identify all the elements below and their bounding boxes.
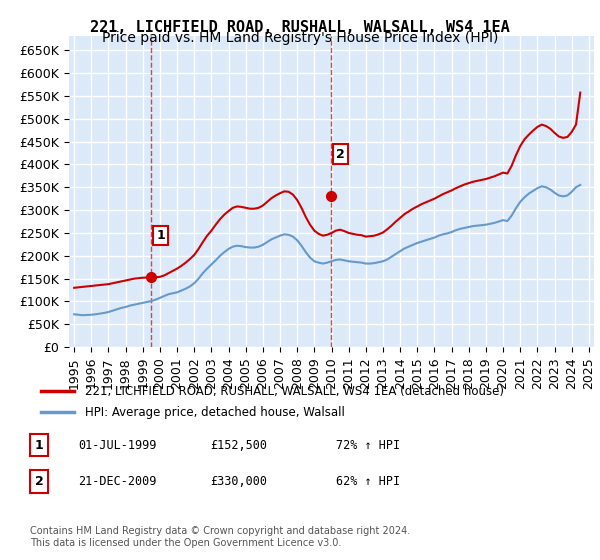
Text: £330,000: £330,000 (210, 475, 267, 488)
Text: Price paid vs. HM Land Registry's House Price Index (HPI): Price paid vs. HM Land Registry's House … (102, 31, 498, 45)
Text: 01-JUL-1999: 01-JUL-1999 (78, 438, 157, 452)
Text: 2: 2 (35, 475, 43, 488)
Text: £152,500: £152,500 (210, 438, 267, 452)
Text: 62% ↑ HPI: 62% ↑ HPI (336, 475, 400, 488)
Text: 221, LICHFIELD ROAD, RUSHALL, WALSALL, WS4 1EA (detached house): 221, LICHFIELD ROAD, RUSHALL, WALSALL, W… (85, 385, 504, 398)
Text: 21-DEC-2009: 21-DEC-2009 (78, 475, 157, 488)
Text: Contains HM Land Registry data © Crown copyright and database right 2024.
This d: Contains HM Land Registry data © Crown c… (30, 526, 410, 548)
Text: 1: 1 (35, 438, 43, 452)
Text: 1: 1 (157, 228, 165, 242)
Text: HPI: Average price, detached house, Walsall: HPI: Average price, detached house, Wals… (85, 406, 345, 419)
Text: 221, LICHFIELD ROAD, RUSHALL, WALSALL, WS4 1EA: 221, LICHFIELD ROAD, RUSHALL, WALSALL, W… (90, 20, 510, 35)
Text: 72% ↑ HPI: 72% ↑ HPI (336, 438, 400, 452)
Text: 2: 2 (336, 147, 345, 161)
